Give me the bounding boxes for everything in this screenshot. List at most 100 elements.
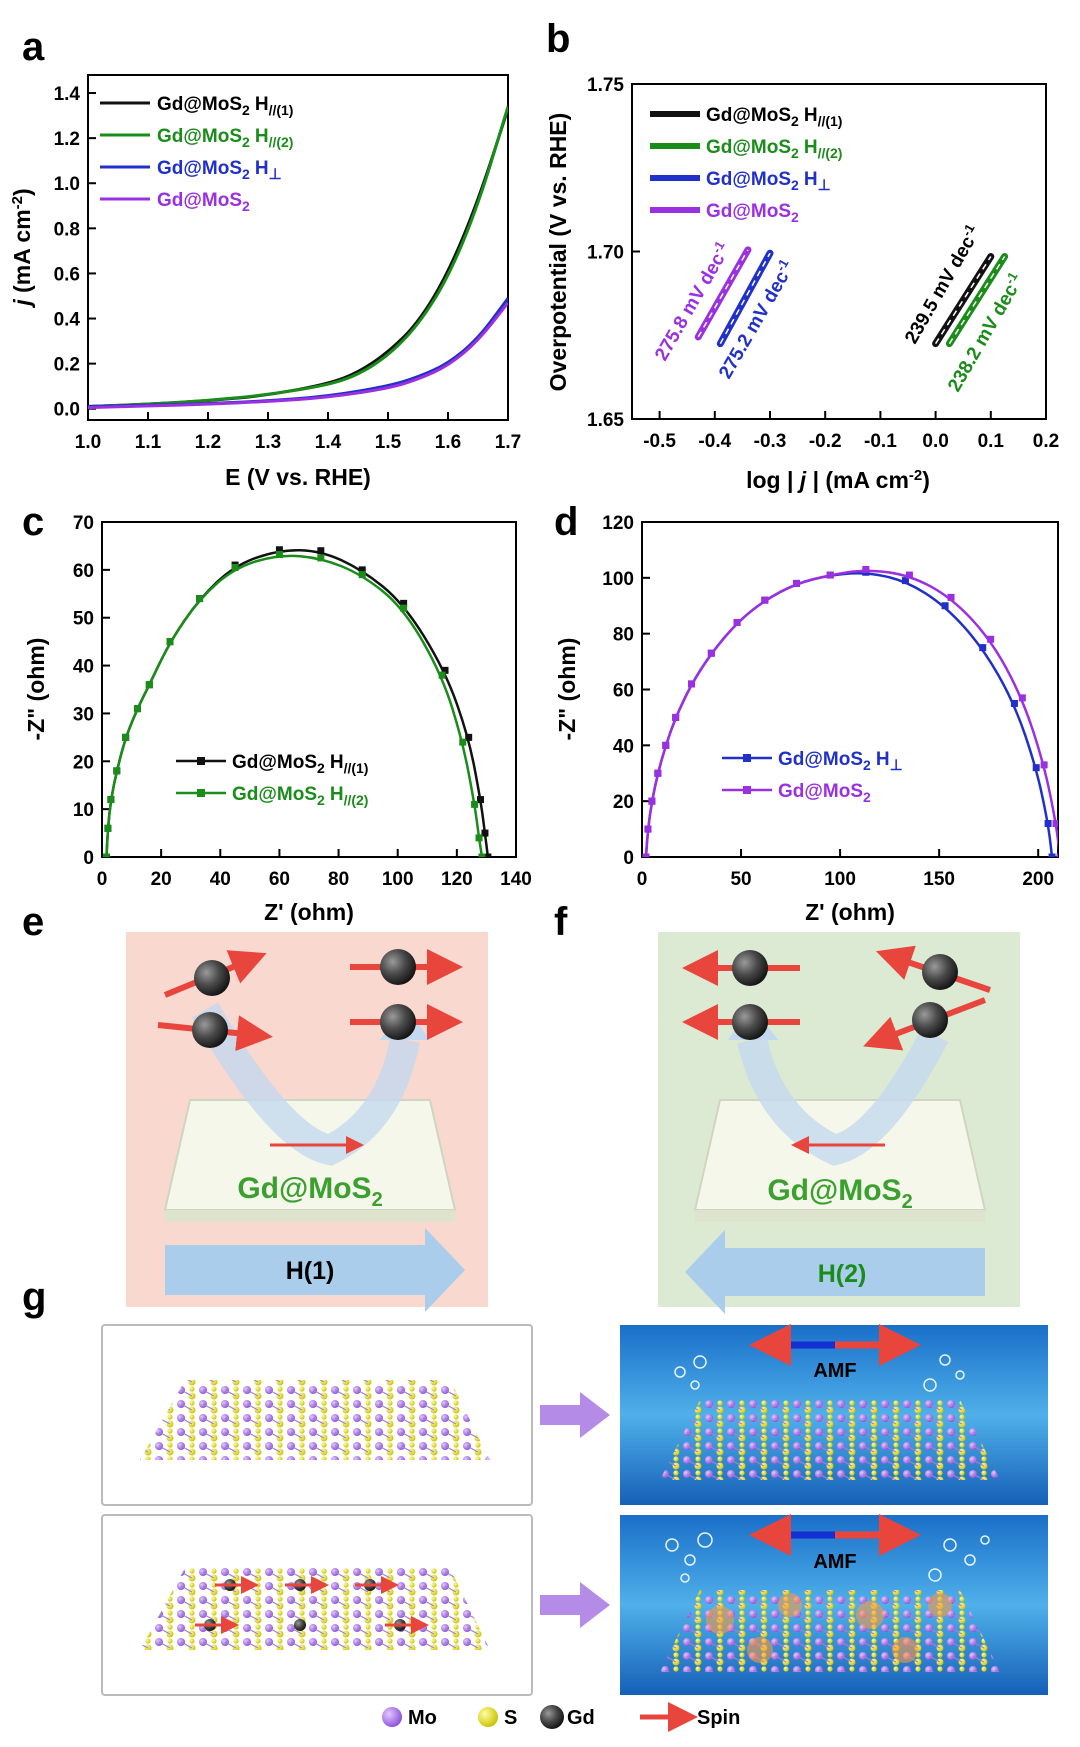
g-amf-doped-glow (706, 1593, 952, 1663)
chart-d-point-1 (862, 565, 870, 573)
panel-label-d: d (554, 500, 578, 544)
chart-d-point-1 (654, 769, 662, 777)
chart-a-xtick: 1.3 (255, 432, 281, 453)
legend-mo: Mo (408, 1707, 437, 1729)
legend-b-hperp: Gd@MoS2 H⊥ (706, 169, 831, 194)
chart-d-point-0 (1032, 764, 1040, 772)
schematic-e-field-label: H(1) (286, 1257, 335, 1285)
chart-c-ytick: 30 (73, 704, 94, 725)
chart-c-point-0 (477, 796, 485, 804)
schematic-f-slab-edge (695, 1210, 985, 1222)
chart-a-xtick: 1.5 (375, 432, 402, 453)
chart-c-xtick: 100 (382, 869, 414, 890)
chart-b-xtick: -0.4 (698, 431, 731, 452)
schematic-f-field-label: H(2) (818, 1260, 867, 1288)
chart-d: 0 50 100 150 200 0 20 40 60 80 100 120 Z' (ohm) -Z"… (554, 513, 1059, 925)
chart-a-frame (87, 74, 509, 421)
chart-d-ytick: 80 (613, 625, 634, 646)
g-bubbles-top (674, 1354, 965, 1392)
chart-c-ytick: 10 (73, 800, 94, 821)
panel-label-b: b (546, 17, 570, 61)
chart-c-point-1 (478, 853, 486, 857)
chart-d-point-0 (1044, 820, 1052, 827)
chart-c-point-1 (102, 853, 110, 857)
schematic-f-field-arrow (685, 1230, 985, 1314)
g-doped-lattice (140, 1568, 490, 1650)
chart-d-xlabel: Z' (ohm) (805, 899, 895, 925)
chart-a-ytick: 0.2 (54, 355, 80, 376)
chart-a-ytick: 0.6 (54, 264, 80, 285)
schematic-e-electron-2 (192, 1012, 228, 1048)
legend-gd: Gd (567, 1707, 595, 1729)
g-arrow-bottom (540, 1582, 610, 1628)
chart-b-xtick: 0.0 (922, 431, 948, 452)
chart-d-point-0 (979, 644, 987, 652)
legend-d-hperp: Gd@MoS2 H⊥ (778, 749, 903, 774)
chart-c-point-0 (275, 546, 283, 554)
chart-a-xtick: 1.2 (195, 432, 221, 453)
legend-c-h1: Gd@MoS2 H//(1) (232, 752, 368, 776)
chart-d-legend: Gd@MoS2 H⊥ Gd@MoS2 (722, 749, 903, 805)
chart-c-xtick: 0 (97, 869, 108, 890)
chart-b-series-2 (716, 249, 774, 348)
chart-a-xtick: 1.4 (315, 432, 342, 453)
chart-b-xtick: 0.2 (1033, 431, 1059, 452)
chart-c-point-1 (400, 604, 408, 612)
chart-c-point-1 (438, 671, 446, 679)
chart-c-point-1 (104, 824, 112, 832)
chart-c-point-0 (441, 666, 449, 674)
chart-a-xtick: 1.0 (75, 432, 101, 453)
chart-c-point-1 (358, 571, 366, 579)
chart-d-xtick: 100 (824, 869, 856, 890)
panel-label-g: g (22, 1275, 46, 1319)
chart-c-point-0 (465, 733, 473, 741)
panel-label-a: a (22, 25, 45, 69)
legend-b-h2: Gd@MoS2 H//(2) (706, 137, 842, 161)
chart-c-xtick: 40 (210, 869, 231, 890)
legend-c-h2: Gd@MoS2 H//(2) (232, 784, 368, 808)
chart-b-frame (631, 83, 1047, 420)
schematic-f-electron-3 (922, 954, 958, 990)
chart-b: -0.5 -0.4 -0.3 -0.2 -0.1 0.0 0.1 0.2 1.65 1.70 1.7… (545, 75, 1059, 493)
schematic-f: Gd@MoS2 H(2) (658, 932, 1020, 1314)
schematic-e-slab-edge (165, 1210, 455, 1222)
chart-c-ytick: 0 (83, 848, 94, 869)
chart-b-series-1 (945, 253, 1009, 348)
chart-b-ylabel: Overpotential (V vs. RHE) (545, 113, 571, 392)
chart-d-series-0 (644, 572, 1054, 857)
legend-mo-swatch (382, 1707, 402, 1727)
chart-d-ytick: 40 (613, 736, 634, 757)
g-amf-label-2: AMF (813, 1551, 856, 1573)
chart-c-point-1 (113, 767, 121, 775)
legend-d-pristine: Gd@MoS2 (778, 781, 871, 805)
chart-c-point-1 (459, 738, 467, 746)
chart-b-xtick: -0.2 (809, 431, 842, 452)
chart-a-xtick: 1.1 (135, 432, 162, 453)
legend-a-hperp: Gd@MoS2 H⊥ (157, 158, 282, 183)
chart-c-ytick: 60 (73, 561, 94, 582)
chart-c-point-0 (317, 547, 325, 555)
chart-c-point-1 (122, 733, 130, 741)
chart-d-xtick: 200 (1022, 869, 1054, 890)
chart-c-point-1 (166, 638, 174, 646)
panel-label-e: e (22, 900, 44, 944)
chart-a-xtick: 1.6 (435, 432, 461, 453)
schematic-f-path (737, 1028, 949, 1166)
legend-b-pristine: Gd@MoS2 (706, 201, 799, 225)
chart-a-xlabel: E (V vs. RHE) (225, 464, 371, 490)
chart-c-point-1 (471, 800, 479, 808)
chart-c-xtick: 60 (269, 869, 290, 890)
chart-a-legend: Gd@MoS2 H//(1) Gd@MoS2 H//(2) Gd@MoS2 H⊥ Gd… (100, 94, 293, 214)
g-arrow-top (540, 1392, 610, 1438)
chart-d-ytick: 120 (602, 513, 634, 534)
chart-d-xtick: 150 (923, 869, 955, 890)
chart-c-ytick: 40 (73, 657, 94, 678)
schematic-e-electron-1 (194, 960, 230, 996)
chart-a: 1.0 1.1 1.2 1.3 1.4 1.5 1.6 1.7 0.0 0.2 0.4 0.6 0.8 1… (9, 74, 521, 490)
g-bubbles-bottom (665, 1532, 990, 1583)
chart-c-point-1 (475, 834, 483, 842)
chart-b-ytick: 1.75 (587, 75, 624, 96)
chart-d-point-0 (941, 602, 949, 610)
chart-c-point-1 (275, 551, 283, 559)
chart-c-point-0 (481, 829, 489, 837)
